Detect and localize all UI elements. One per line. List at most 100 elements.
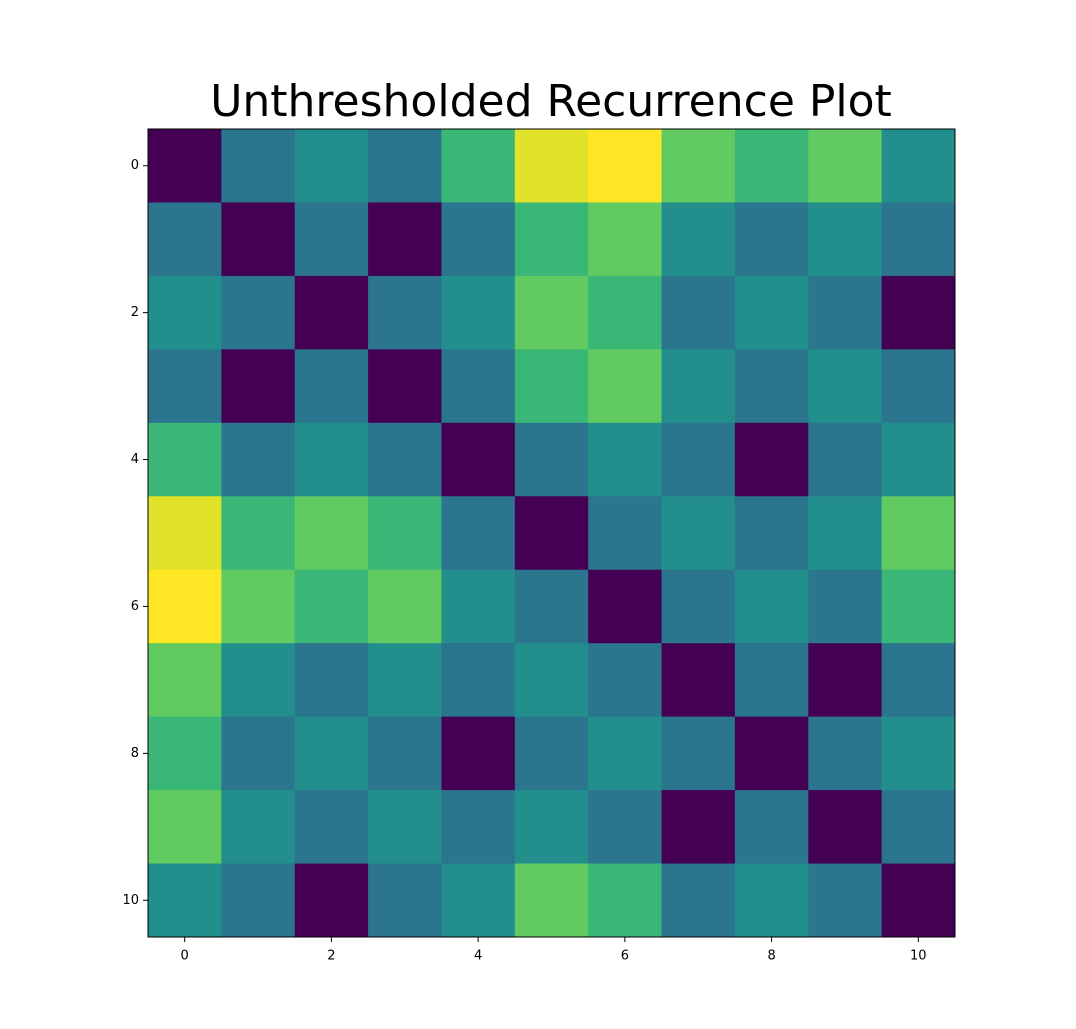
heatmap-cell [441,643,516,718]
heatmap-cell [441,275,516,350]
heatmap-cell [148,275,222,350]
heatmap-cell [368,275,442,350]
heatmap-cell [661,496,736,571]
x-tick-label: 10 [910,949,927,964]
axes-frame [147,128,956,938]
heatmap-cell [221,349,296,424]
heatmap-cell [588,569,663,644]
heatmap-cell [368,496,442,571]
heatmap-cell [514,790,589,865]
heatmap-cell [294,569,369,644]
heatmap-cell [514,643,589,718]
heatmap-cell [881,496,956,571]
heatmap-cell [221,202,296,277]
heatmap-cell [661,275,736,350]
heatmap-cell [221,496,296,571]
heatmap-cell [514,496,589,571]
y-tick-label: 10 [122,893,139,908]
heatmap-cell [221,643,296,718]
heatmap-cell [294,716,369,791]
heatmap-cell [148,863,222,938]
heatmap-cell [808,790,883,865]
heatmap-cell [734,496,809,571]
heatmap-cell [734,129,809,203]
heatmap-cells [148,129,956,938]
heatmap-cell [588,349,663,424]
heatmap-cell [734,643,809,718]
heatmap-cell [294,129,369,203]
heatmap-cell [368,643,442,718]
heatmap-cell [588,422,663,497]
heatmap-cell [514,275,589,350]
heatmap-cell [588,202,663,277]
y-tick-label: 0 [131,158,139,173]
heatmap-cell [368,349,442,424]
heatmap-cell [661,202,736,277]
heatmap-cell [661,422,736,497]
heatmap-cell [148,202,222,277]
heatmap-cell [514,569,589,644]
heatmap-cell [221,790,296,865]
heatmap-cell [661,643,736,718]
heatmap-cell [221,275,296,350]
heatmap-cell [661,863,736,938]
heatmap-cell [294,202,369,277]
x-tick-label: 4 [474,949,482,964]
heatmap-cell [734,569,809,644]
heatmap-cell [441,790,516,865]
heatmap-cell [441,202,516,277]
x-tick-label: 2 [327,949,335,964]
heatmap-cell [441,129,516,203]
heatmap-cell [294,349,369,424]
heatmap-cell [514,129,589,203]
heatmap-cell [441,569,516,644]
heatmap-cell [514,422,589,497]
heatmap-cell [148,129,222,203]
heatmap-cell [294,275,369,350]
heatmap-cell [294,863,369,938]
heatmap-cell [588,790,663,865]
heatmap-cell [368,569,442,644]
heatmap-cell [368,716,442,791]
heatmap-cell [588,496,663,571]
heatmap-cell [368,129,442,203]
heatmap-cell [808,496,883,571]
heatmap-cell [441,863,516,938]
heatmap-cell [514,863,589,938]
heatmap-cell [808,349,883,424]
heatmap-cell [148,422,222,497]
heatmap-cell [881,349,956,424]
heatmap-cell [808,275,883,350]
heatmap-cell [441,422,516,497]
heatmap-cell [441,349,516,424]
y-tick-label: 2 [131,305,139,320]
heatmap-cell [808,716,883,791]
heatmap-cell [588,129,663,203]
heatmap-cell [881,643,956,718]
heatmap-cell [588,275,663,350]
heatmap-cell [881,422,956,497]
heatmap-cell [881,790,956,865]
heatmap-cell [221,422,296,497]
heatmap-cell [368,863,442,938]
heatmap-cell [221,569,296,644]
heatmap-cell [734,790,809,865]
heatmap-cell [294,422,369,497]
heatmap-cell [734,275,809,350]
heatmap-cell [881,716,956,791]
x-tick-label: 0 [181,949,189,964]
heatmap-cell [734,202,809,277]
heatmap-cell [368,422,442,497]
heatmap-cell [294,643,369,718]
heatmap-cell [808,569,883,644]
heatmap-cell [881,129,956,203]
chart-title: Unthresholded Recurrence Plot [210,76,892,127]
heatmap-cell [808,202,883,277]
heatmap-cell [661,790,736,865]
heatmap-cell [441,496,516,571]
y-tick-label: 6 [131,599,139,614]
heatmap-cell [734,349,809,424]
heatmap-cell [221,716,296,791]
